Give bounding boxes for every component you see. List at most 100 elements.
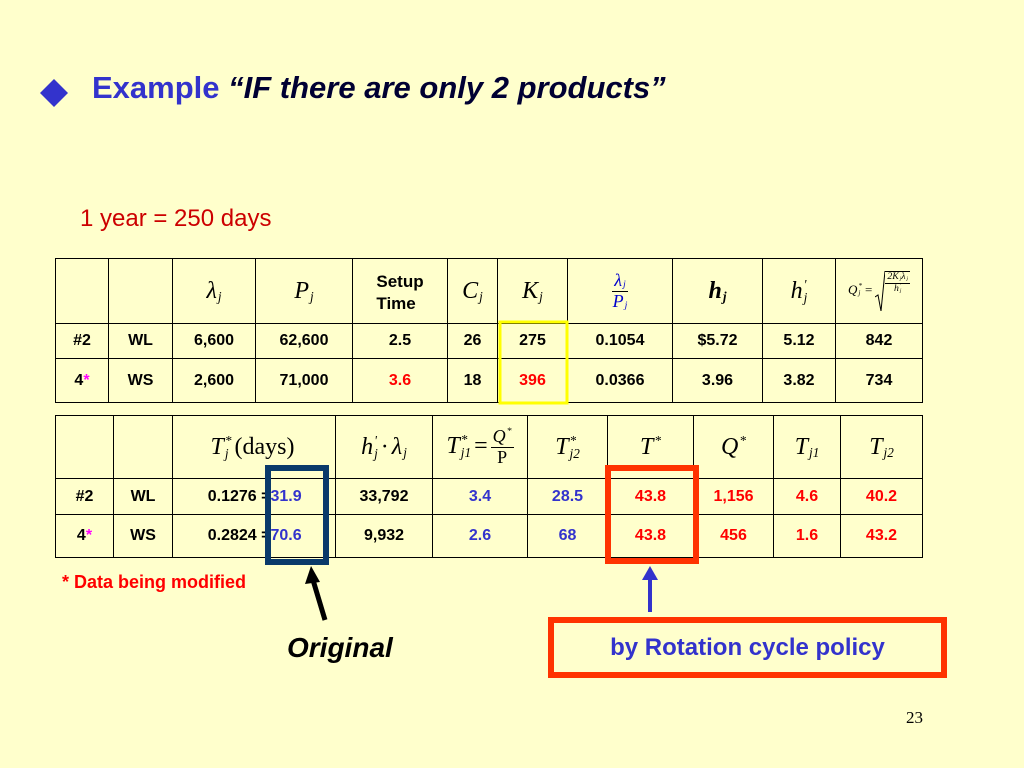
superscript: ' [803,276,807,292]
cell-text: 43.2 [865,527,898,544]
cell-text: 1.6 [795,527,819,544]
superscript: ' [374,432,377,448]
data-cell: 456 [693,514,774,558]
header-line: Setup [376,271,424,291]
cell-text: 62,600 [279,332,329,349]
superscript: * [654,433,661,449]
subscript: j [906,276,908,283]
cell-text: 6,600 [193,332,235,349]
scripts: j [906,272,908,282]
header-cell: h ' j · λ j [335,415,433,479]
math-term: h ' j [361,434,378,461]
scripts: * j [858,281,862,297]
title-text: “IF there are only 2 products” [228,70,666,105]
superscript: * [224,432,232,448]
math-term: T * [640,434,661,461]
header-cell: Q * [693,415,774,479]
cell-text: 3.82 [783,371,815,389]
header-cell: Setup Time [352,258,448,324]
term-base: P [612,290,624,311]
scripts: ' j [803,276,808,305]
data-cell: 28.5 [527,478,608,515]
cell-text: 31.9 [270,487,302,505]
data-cell: 0.1054 [567,323,673,359]
subscript: j [310,289,314,305]
header-line: Time [376,294,416,313]
scripts: j [218,278,222,303]
superscript: * [460,431,468,447]
scripts: * [654,434,661,459]
term-base: λ [206,277,217,304]
data-cell: 396 [497,358,568,403]
bullet-diamond [40,79,68,107]
fraction: 2K j λ j h ' j [885,271,910,294]
cell-text: 71,000 [279,371,329,389]
scripts: j [310,278,314,303]
data-cell: 68 [527,514,608,558]
stacked-text: Setup Time [376,271,423,315]
data-cell: 3.6 [352,358,448,403]
superscript: * [858,281,862,290]
data-row: #2 WL 6,600 62,600 2.5 26 275 0.1054 $5.72 5.12 84… [55,323,923,359]
term-base: T [640,433,654,460]
cell-text: 2.5 [388,332,412,349]
data-cell: 4.6 [773,478,841,515]
math-term: Q * [721,434,746,461]
subscript: j [722,289,727,305]
subscript: j2 [883,445,894,461]
math-symbol: = [865,281,873,297]
data-cell: 33,792 [335,478,433,515]
superscript: * [506,426,512,438]
radicand: 2K j λ j h ' j [885,271,910,311]
data-cell: 26 [447,323,498,359]
data-cell: 43.8 [607,478,694,515]
math-term: T * j2 [555,434,580,461]
math-term: T * j1 [446,433,471,460]
data-cell: 2.6 [432,514,528,558]
data-cell: 70.6 [270,514,336,558]
math-symbol: P [497,446,508,467]
superscript: * [739,433,746,449]
term-base: T [446,432,460,459]
data-cell: 2.5 [352,323,448,359]
header-cell [113,415,173,479]
header-cell: h ' j [762,258,836,324]
data-cell: WS [113,514,173,558]
header-cell: T * j2 [527,415,608,479]
arrow [310,579,328,621]
data-cell: 6,600 [172,323,256,359]
data-cell: 9,932 [335,514,433,558]
data-cell: 3.82 [762,358,836,403]
cell-text: 3.4 [468,487,492,505]
header-cell [108,258,173,324]
cell-text: 2.6 [468,527,492,544]
cell-text: 1,156 [713,487,754,505]
cell-text: 4 [76,527,86,544]
math-term: T * j [211,434,232,461]
scripts: j [723,278,727,303]
header-cell: T * j1 = Q * P [432,415,528,479]
cell-text: 40.2 [865,487,898,505]
term-base: h [790,277,803,304]
cell-text: 3.96 [701,371,734,389]
data-cell: 40.2 [840,478,923,515]
term-base: T [210,433,224,460]
data-cell: 43.2 [840,514,923,558]
subscript: j [539,289,543,305]
term-base: Q [492,425,506,446]
footnote-marker: * [83,371,90,389]
